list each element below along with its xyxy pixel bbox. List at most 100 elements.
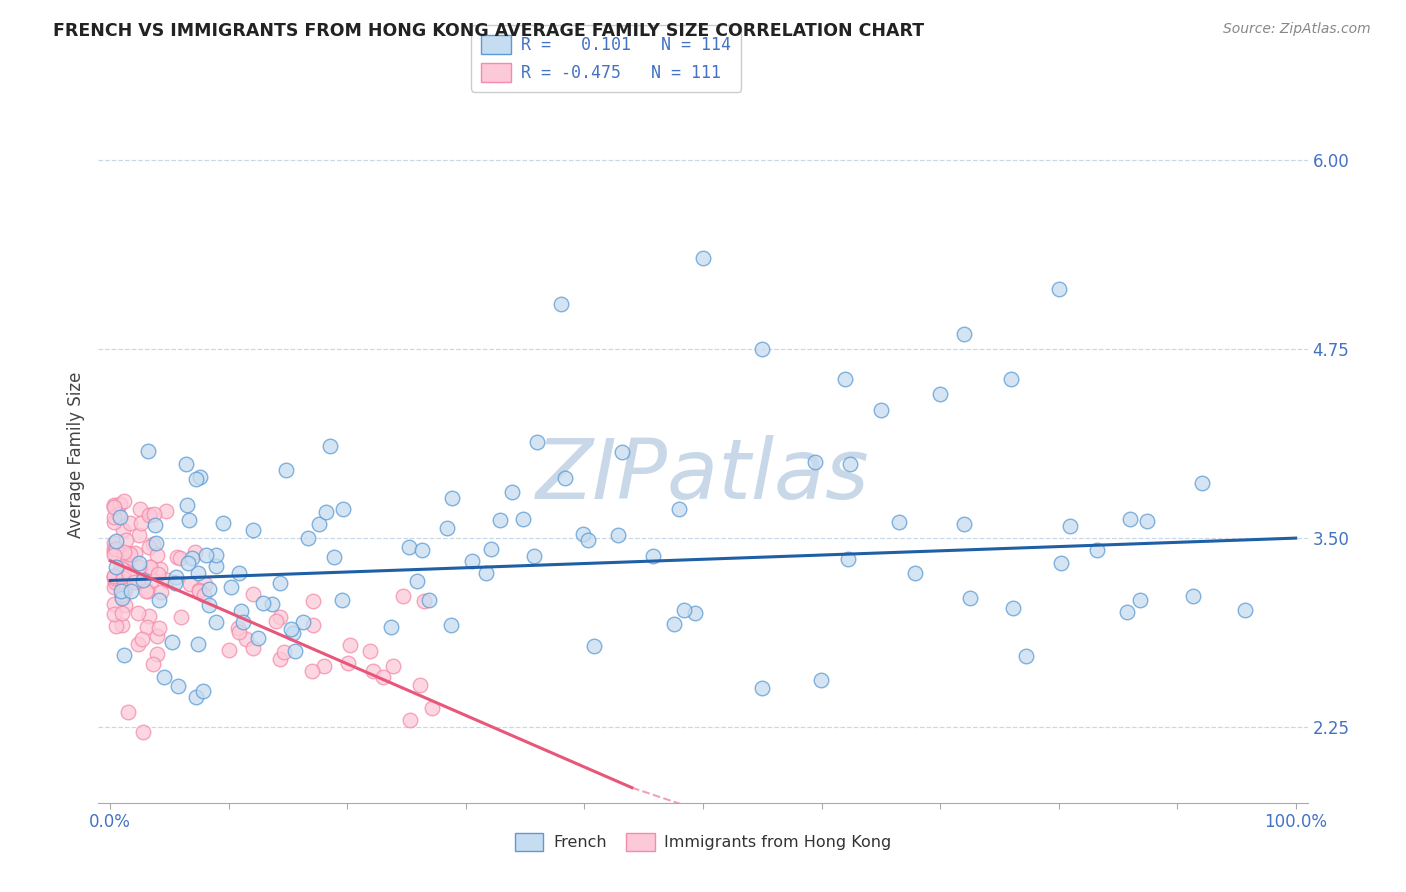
Point (441, 491, 464, 505)
Point (1050, 556, 1073, 570)
Point (274, 463, 297, 477)
Point (183, 545, 205, 559)
Point (297, 531, 319, 545)
Point (550, 296, 572, 310)
Point (242, 523, 264, 537)
Point (869, 402, 891, 417)
Point (145, 536, 167, 550)
Point (103, 569, 125, 583)
Point (105, 533, 128, 548)
Point (141, 574, 163, 588)
Point (110, 497, 132, 511)
Point (1234, 603, 1257, 617)
Point (280, 622, 302, 636)
Point (193, 589, 215, 603)
Point (512, 512, 534, 526)
Point (412, 594, 434, 608)
Point (1000, 372, 1022, 386)
Point (187, 566, 209, 580)
Point (131, 632, 153, 646)
Point (136, 620, 159, 634)
Point (235, 632, 257, 646)
Point (380, 620, 402, 634)
Point (359, 644, 381, 658)
Point (315, 505, 337, 519)
Point (929, 387, 952, 401)
Point (301, 618, 323, 632)
Point (111, 607, 134, 621)
Point (115, 533, 138, 547)
Point (117, 546, 139, 560)
Point (246, 631, 269, 645)
Point (184, 690, 207, 705)
Point (1181, 589, 1204, 603)
Point (104, 619, 127, 633)
Point (391, 589, 413, 603)
Point (169, 551, 191, 566)
Point (111, 588, 134, 602)
Point (107, 507, 129, 521)
Point (128, 560, 150, 574)
Point (198, 598, 221, 612)
Point (889, 516, 911, 530)
Point (461, 554, 484, 568)
Point (191, 683, 214, 698)
Point (136, 584, 159, 599)
Point (301, 594, 323, 608)
Point (319, 439, 342, 453)
Point (110, 584, 132, 599)
Point (117, 554, 139, 568)
Point (501, 485, 523, 500)
Point (837, 551, 859, 566)
Point (488, 513, 510, 527)
Point (291, 615, 314, 629)
Point (145, 548, 167, 562)
Point (104, 575, 127, 590)
Point (252, 596, 274, 610)
Point (103, 510, 125, 524)
Point (181, 550, 204, 565)
Point (103, 535, 125, 549)
Point (141, 537, 163, 551)
Point (187, 584, 209, 599)
Point (332, 501, 354, 516)
Point (269, 651, 291, 665)
Point (139, 560, 162, 574)
Point (1015, 649, 1038, 664)
Point (166, 550, 188, 565)
Point (136, 443, 159, 458)
Point (129, 516, 152, 530)
Point (188, 583, 211, 598)
Point (139, 559, 162, 574)
Point (103, 516, 125, 530)
Point (127, 574, 149, 589)
Point (301, 664, 323, 678)
Point (523, 549, 546, 563)
Point (195, 548, 218, 562)
Point (110, 591, 132, 605)
Point (242, 640, 264, 655)
Point (810, 673, 832, 687)
Point (170, 610, 193, 624)
Point (1119, 512, 1142, 526)
Point (153, 670, 176, 684)
Text: FRENCH VS IMMIGRANTS FROM HONG KONG AVERAGE FAMILY SIZE CORRELATION CHART: FRENCH VS IMMIGRANTS FROM HONG KONG AVER… (53, 22, 925, 40)
Point (1001, 601, 1024, 615)
Point (269, 609, 291, 624)
Point (834, 372, 856, 386)
Point (160, 634, 183, 648)
Point (242, 587, 264, 601)
Point (146, 647, 169, 661)
Point (1136, 515, 1159, 529)
Point (132, 724, 155, 739)
Point (149, 562, 172, 576)
Point (165, 570, 187, 584)
Point (668, 501, 690, 516)
Point (127, 637, 149, 651)
Point (398, 714, 420, 728)
Point (111, 582, 134, 596)
Point (479, 541, 502, 556)
Point (228, 566, 250, 581)
Point (148, 592, 170, 607)
Point (118, 516, 141, 530)
